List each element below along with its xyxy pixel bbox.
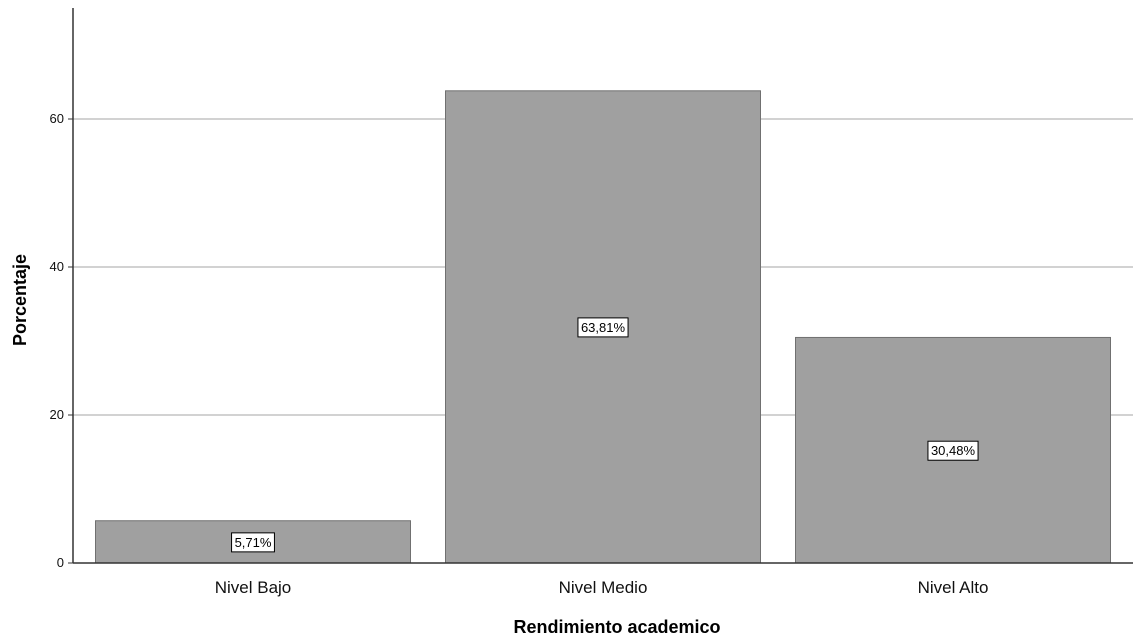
data-label-box-0 xyxy=(231,532,275,553)
data-label-0: 5,71% xyxy=(231,532,275,553)
data-label-text-1: 63,81% xyxy=(581,320,626,335)
y-tick-label-40: 40 xyxy=(50,259,64,274)
y-tick-label-20: 20 xyxy=(50,407,64,422)
data-label-box-1 xyxy=(577,317,629,338)
x-axis-title: Rendimiento academico xyxy=(513,617,720,637)
data-label-box-2 xyxy=(927,440,979,461)
y-tick-label-60: 60 xyxy=(50,111,64,126)
y-axis-title: Porcentaje xyxy=(10,254,30,346)
data-label-2: 30,48% xyxy=(927,440,979,461)
y-tick-label-0: 0 xyxy=(57,555,64,570)
data-label-1: 63,81% xyxy=(577,317,629,338)
axes: 0 20 40 60 Nivel Bajo Nivel Medio Nivel Alto xyxy=(50,8,1133,597)
data-labels: 5,71% 63,81% 30,48% xyxy=(231,317,979,553)
x-tick-label-0: Nivel Bajo xyxy=(215,578,292,597)
data-label-text-2: 30,48% xyxy=(931,443,976,458)
data-label-text-0: 5,71% xyxy=(235,535,272,550)
x-tick-label-2: Nivel Alto xyxy=(918,578,989,597)
x-tick-label-1: Nivel Medio xyxy=(559,578,648,597)
